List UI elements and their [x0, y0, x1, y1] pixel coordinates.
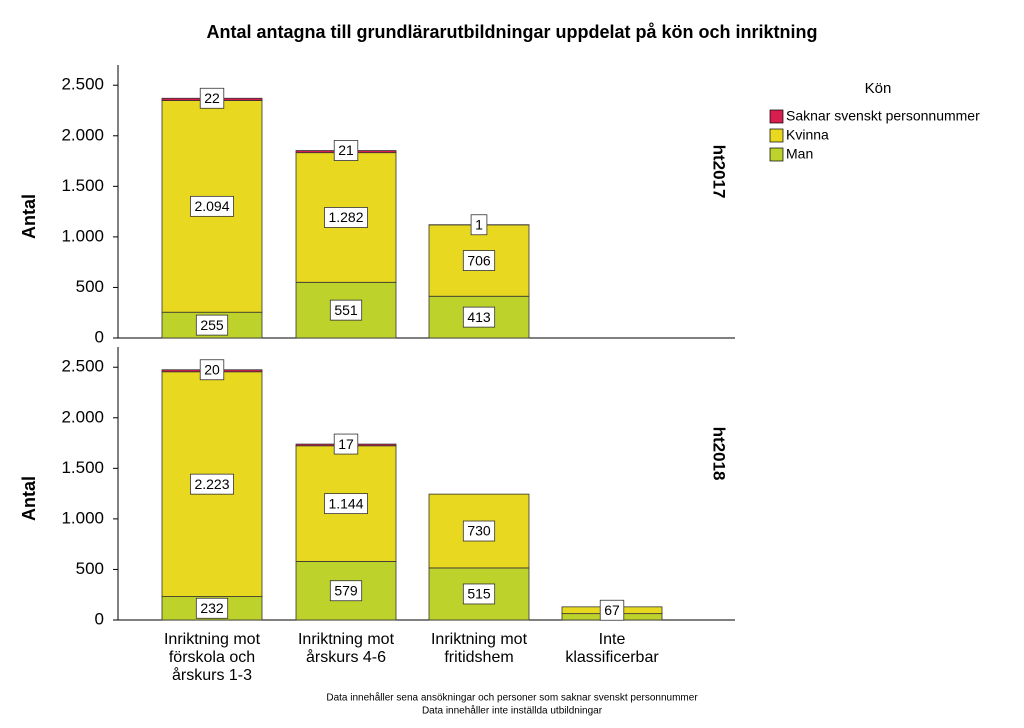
- value-label: 706: [462, 250, 496, 271]
- value-label-text: 1: [475, 216, 483, 232]
- value-label-box: [462, 583, 496, 605]
- y-tick-label: 500: [76, 559, 104, 578]
- y-tick-label: 500: [76, 277, 104, 296]
- value-label: 1.282: [324, 207, 368, 228]
- value-label-box: [333, 433, 359, 455]
- y-tick-label: 2.500: [61, 75, 104, 94]
- y-tick-label: 0: [95, 609, 104, 628]
- value-label-text: 22: [204, 90, 220, 106]
- value-label: 255: [195, 314, 229, 336]
- x-tick-label-line: årskurs 4-6: [306, 648, 386, 666]
- value-label-text: 579: [334, 582, 358, 598]
- y-tick-label: 1.500: [61, 458, 104, 477]
- value-label: 1: [470, 214, 488, 236]
- value-label-box: [462, 520, 496, 542]
- footnote: Data innehåller inte inställda utbildnin…: [422, 705, 603, 717]
- legend-label: Kvinna: [786, 127, 829, 143]
- value-label: 413: [462, 306, 496, 328]
- value-label-text: 67: [604, 602, 620, 618]
- value-label-box: [329, 580, 363, 602]
- value-label: 2.094: [190, 195, 234, 217]
- value-label: 67: [599, 599, 625, 621]
- value-label-box: [324, 207, 368, 228]
- chart-title: Antal antagna till grundlärarutbildninga…: [206, 22, 817, 42]
- value-label: 579: [329, 580, 363, 602]
- legend-swatch: [769, 128, 784, 143]
- value-label-text: 730: [467, 523, 491, 539]
- legend-swatch: [769, 147, 784, 162]
- x-tick-label: Inriktning mot fritidshem: [431, 631, 528, 666]
- value-label-box: [195, 597, 229, 619]
- value-label: 22: [199, 87, 225, 109]
- legend-label: Saknar svenskt personnummer: [786, 108, 980, 124]
- value-label-box: [190, 473, 234, 495]
- footnote: Data innehåller sena ansökningar och per…: [326, 692, 698, 704]
- x-tick-label-line: förskola och: [169, 649, 255, 666]
- panel-label: ht2017: [710, 145, 729, 199]
- y-axis-label: Antal: [19, 476, 39, 521]
- value-label-box: [470, 214, 488, 236]
- y-tick-label: 2.500: [61, 357, 104, 376]
- value-label-text: 21: [338, 142, 354, 158]
- panel-label: ht2018: [710, 427, 729, 481]
- y-tick-label: 2.000: [61, 407, 104, 426]
- value-label-box: [199, 87, 225, 109]
- value-label-box: [190, 195, 234, 217]
- value-label: 730: [462, 520, 496, 542]
- x-tick-label: Inriktning mot förskola och årskurs 1-3: [164, 631, 261, 684]
- value-label: 515: [462, 583, 496, 605]
- value-label-text: 2.094: [194, 198, 229, 214]
- y-tick-label: 2.000: [61, 125, 104, 144]
- y-tick-label: 1.000: [61, 226, 104, 245]
- value-label: 2.223: [190, 473, 234, 495]
- value-label-box: [333, 140, 359, 161]
- value-label-text: 1.282: [328, 209, 363, 225]
- value-label-text: 413: [467, 309, 491, 325]
- x-tick-label-line: Inriktning mot: [431, 631, 528, 648]
- value-label-box: [462, 250, 496, 271]
- legend-title: Kön: [865, 80, 892, 97]
- value-label-text: 17: [338, 436, 354, 452]
- value-label-text: 706: [467, 252, 491, 268]
- y-tick-label: 1.000: [61, 508, 104, 527]
- value-label: 551: [329, 299, 363, 321]
- legend-swatch: [769, 109, 784, 124]
- x-tick-label-line: Inte: [599, 631, 626, 648]
- legend-label: Man: [786, 146, 813, 162]
- value-label-text: 232: [200, 600, 224, 616]
- x-tick-label-line: Inriktning mot: [298, 631, 395, 648]
- value-label-box: [329, 299, 363, 321]
- x-tick-label-line: Inriktning mot: [164, 631, 261, 648]
- x-tick-label-line: klassificerbar: [565, 649, 659, 666]
- x-tick-label-line: årskurs 1-3: [172, 666, 252, 684]
- y-tick-label: 1.500: [61, 176, 104, 195]
- x-tick-label: Inriktning mot årskurs 4-6: [298, 631, 395, 666]
- value-label-box: [195, 314, 229, 336]
- value-label: 17: [333, 433, 359, 455]
- value-label: 232: [195, 597, 229, 619]
- value-label-text: 2.223: [194, 476, 229, 492]
- value-label: 21: [333, 140, 359, 161]
- value-label-box: [462, 306, 496, 328]
- bar-segment: [295, 281, 397, 339]
- y-tick-label: 0: [95, 327, 104, 346]
- x-tick-label: Inte klassificerbar: [565, 631, 659, 666]
- value-label: 20: [199, 359, 225, 381]
- value-label-box: [599, 599, 625, 621]
- value-label-box: [199, 359, 225, 381]
- value-label-text: 20: [204, 361, 220, 377]
- x-tick-label-line: fritidshem: [444, 649, 513, 666]
- y-axis-label: Antal: [19, 194, 39, 239]
- value-label-text: 1.144: [328, 495, 363, 511]
- value-label: 1.144: [324, 493, 368, 515]
- value-label-box: [324, 493, 368, 515]
- value-label-text: 515: [467, 586, 491, 602]
- value-label-text: 551: [334, 302, 358, 318]
- value-label-text: 255: [200, 317, 224, 333]
